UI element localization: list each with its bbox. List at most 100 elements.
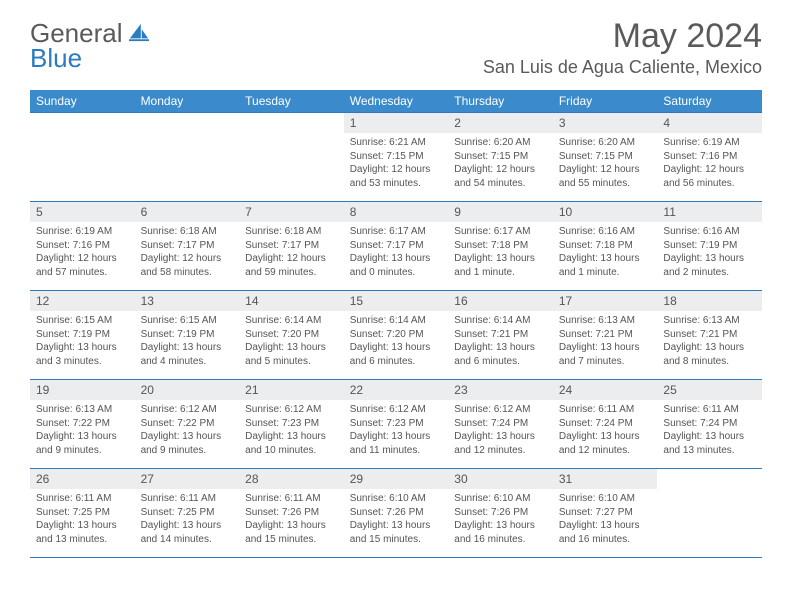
day-info-line: Sunset: 7:15 PM [454,150,547,164]
day-info-line: Sunrise: 6:17 AM [454,225,547,239]
day-number: 30 [448,469,553,489]
day-info-line: and 0 minutes. [350,266,443,280]
day-info: Sunrise: 6:15 AMSunset: 7:19 PMDaylight:… [30,311,135,372]
day-info-line: Sunset: 7:21 PM [559,328,652,342]
day-info-line: and 57 minutes. [36,266,129,280]
day-info-line: and 2 minutes. [663,266,756,280]
day-info-line: and 15 minutes. [350,533,443,547]
day-cell: 13Sunrise: 6:15 AMSunset: 7:19 PMDayligh… [135,291,240,379]
day-info-line: Daylight: 13 hours [141,430,234,444]
day-info-line: Sunset: 7:16 PM [36,239,129,253]
day-info-line: Sunset: 7:15 PM [559,150,652,164]
day-info-line: Sunrise: 6:17 AM [350,225,443,239]
day-cell: 20Sunrise: 6:12 AMSunset: 7:22 PMDayligh… [135,380,240,468]
day-info-line: and 6 minutes. [454,355,547,369]
header: GeneralBlue May 2024 San Luis de Agua Ca… [0,0,792,82]
day-number: 14 [239,291,344,311]
day-info-line: Sunrise: 6:12 AM [245,403,338,417]
calendar: Sunday Monday Tuesday Wednesday Thursday… [30,90,762,558]
day-info: Sunrise: 6:11 AMSunset: 7:25 PMDaylight:… [135,489,240,550]
day-info-line: and 15 minutes. [245,533,338,547]
day-info-line: Sunset: 7:20 PM [350,328,443,342]
day-cell: 28Sunrise: 6:11 AMSunset: 7:26 PMDayligh… [239,469,344,557]
day-info-line: Sunset: 7:23 PM [350,417,443,431]
day-number: 28 [239,469,344,489]
day-info-line: and 58 minutes. [141,266,234,280]
day-info-line: Sunrise: 6:11 AM [36,492,129,506]
day-info-line: and 53 minutes. [350,177,443,191]
day-info: Sunrise: 6:21 AMSunset: 7:15 PMDaylight:… [344,133,449,194]
day-info: Sunrise: 6:12 AMSunset: 7:24 PMDaylight:… [448,400,553,461]
day-info-line: Sunset: 7:25 PM [36,506,129,520]
day-cell: 27Sunrise: 6:11 AMSunset: 7:25 PMDayligh… [135,469,240,557]
week-row: 1Sunrise: 6:21 AMSunset: 7:15 PMDaylight… [30,112,762,201]
day-number: 24 [553,380,658,400]
day-info-line: Sunset: 7:17 PM [141,239,234,253]
day-number: 7 [239,202,344,222]
day-cell [657,469,762,557]
day-info-line: Sunrise: 6:13 AM [36,403,129,417]
day-info: Sunrise: 6:16 AMSunset: 7:19 PMDaylight:… [657,222,762,283]
day-info-line: Sunrise: 6:13 AM [663,314,756,328]
day-cell: 5Sunrise: 6:19 AMSunset: 7:16 PMDaylight… [30,202,135,290]
day-info-line: Sunset: 7:15 PM [350,150,443,164]
day-info: Sunrise: 6:13 AMSunset: 7:21 PMDaylight:… [657,311,762,372]
day-info-line: and 54 minutes. [454,177,547,191]
day-cell: 4Sunrise: 6:19 AMSunset: 7:16 PMDaylight… [657,113,762,201]
day-info: Sunrise: 6:12 AMSunset: 7:23 PMDaylight:… [344,400,449,461]
day-info-line: Daylight: 13 hours [454,341,547,355]
day-cell [239,113,344,201]
day-info-line: Sunset: 7:17 PM [350,239,443,253]
weekday-header: Sunday [30,90,135,112]
weekday-header: Monday [135,90,240,112]
day-number: 21 [239,380,344,400]
day-info-line: Sunset: 7:20 PM [245,328,338,342]
day-info-line: Sunrise: 6:15 AM [36,314,129,328]
day-info-line: Sunset: 7:19 PM [663,239,756,253]
day-info-line: Sunrise: 6:20 AM [454,136,547,150]
weekday-header: Thursday [448,90,553,112]
day-info-line: Daylight: 13 hours [141,519,234,533]
day-number: 15 [344,291,449,311]
logo: GeneralBlue [30,18,151,74]
day-info-line: Sunrise: 6:12 AM [350,403,443,417]
day-number: 12 [30,291,135,311]
day-info: Sunrise: 6:12 AMSunset: 7:23 PMDaylight:… [239,400,344,461]
day-info-line: Sunset: 7:23 PM [245,417,338,431]
day-cell: 25Sunrise: 6:11 AMSunset: 7:24 PMDayligh… [657,380,762,468]
day-info-line: and 56 minutes. [663,177,756,191]
day-number: 19 [30,380,135,400]
day-cell: 19Sunrise: 6:13 AMSunset: 7:22 PMDayligh… [30,380,135,468]
day-cell: 26Sunrise: 6:11 AMSunset: 7:25 PMDayligh… [30,469,135,557]
day-info-line: Daylight: 12 hours [454,163,547,177]
week-row: 5Sunrise: 6:19 AMSunset: 7:16 PMDaylight… [30,201,762,290]
day-info: Sunrise: 6:15 AMSunset: 7:19 PMDaylight:… [135,311,240,372]
day-info-line: Sunrise: 6:10 AM [350,492,443,506]
day-info-line: Daylight: 13 hours [454,252,547,266]
day-info-line: Daylight: 12 hours [559,163,652,177]
day-info: Sunrise: 6:12 AMSunset: 7:22 PMDaylight:… [135,400,240,461]
day-info-line: and 8 minutes. [663,355,756,369]
day-info: Sunrise: 6:18 AMSunset: 7:17 PMDaylight:… [239,222,344,283]
day-info-line: Daylight: 13 hours [141,341,234,355]
day-cell: 30Sunrise: 6:10 AMSunset: 7:26 PMDayligh… [448,469,553,557]
day-cell: 23Sunrise: 6:12 AMSunset: 7:24 PMDayligh… [448,380,553,468]
day-info-line: and 1 minute. [559,266,652,280]
day-info: Sunrise: 6:17 AMSunset: 7:18 PMDaylight:… [448,222,553,283]
day-number: 23 [448,380,553,400]
month-title: May 2024 [483,18,762,55]
day-info-line: Daylight: 13 hours [36,519,129,533]
day-info-line: and 6 minutes. [350,355,443,369]
day-info-line: and 9 minutes. [36,444,129,458]
day-info: Sunrise: 6:11 AMSunset: 7:25 PMDaylight:… [30,489,135,550]
day-cell: 8Sunrise: 6:17 AMSunset: 7:17 PMDaylight… [344,202,449,290]
day-info: Sunrise: 6:11 AMSunset: 7:24 PMDaylight:… [657,400,762,461]
day-info-line: and 59 minutes. [245,266,338,280]
day-info-line: and 1 minute. [454,266,547,280]
day-info-line: Daylight: 13 hours [559,430,652,444]
day-info-line: Daylight: 13 hours [454,430,547,444]
day-info-line: Daylight: 13 hours [350,252,443,266]
day-info-line: Sunrise: 6:12 AM [141,403,234,417]
day-info-line: and 14 minutes. [141,533,234,547]
day-number: 26 [30,469,135,489]
